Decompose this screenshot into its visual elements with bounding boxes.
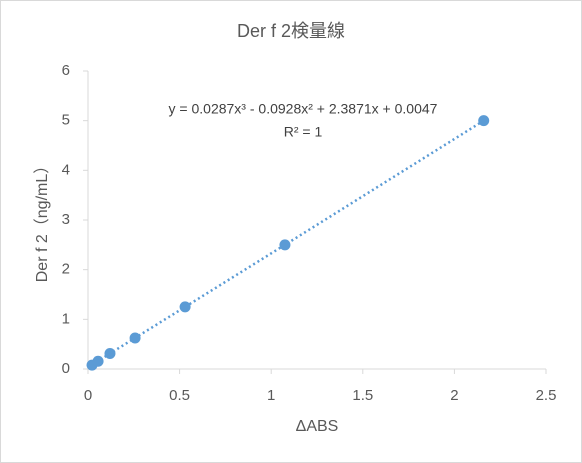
y-tick-label: 5 bbox=[62, 112, 70, 129]
data-point bbox=[129, 332, 141, 344]
x-tick-label: 1 bbox=[267, 387, 275, 404]
y-tick-label: 0 bbox=[62, 360, 70, 377]
y-tick-label: 4 bbox=[62, 161, 70, 178]
y-axis-title: Der f 2（ng/mL） bbox=[33, 158, 51, 283]
data-point bbox=[279, 239, 291, 251]
x-tick-label: 2 bbox=[450, 387, 458, 404]
x-tick-label: 2.5 bbox=[536, 387, 557, 404]
data-point bbox=[179, 301, 191, 313]
data-point bbox=[478, 115, 490, 127]
chart-title: Der f 2検量線 bbox=[237, 21, 345, 41]
x-tick-label: 0.5 bbox=[169, 387, 190, 404]
trendline-r-squared: R² = 1 bbox=[284, 124, 323, 140]
x-tick-label: 1.5 bbox=[352, 387, 373, 404]
y-tick-label: 2 bbox=[62, 261, 70, 278]
y-tick-label: 6 bbox=[62, 62, 70, 79]
data-point bbox=[92, 355, 104, 367]
x-tick-label: 0 bbox=[84, 387, 92, 404]
y-tick-label: 3 bbox=[62, 211, 70, 228]
y-tick-label: 1 bbox=[62, 310, 70, 327]
data-point bbox=[104, 347, 116, 359]
trendline-equation: y = 0.0287x³ - 0.0928x² + 2.3871x + 0.00… bbox=[169, 101, 438, 117]
x-axis-title: ΔABS bbox=[296, 418, 339, 435]
